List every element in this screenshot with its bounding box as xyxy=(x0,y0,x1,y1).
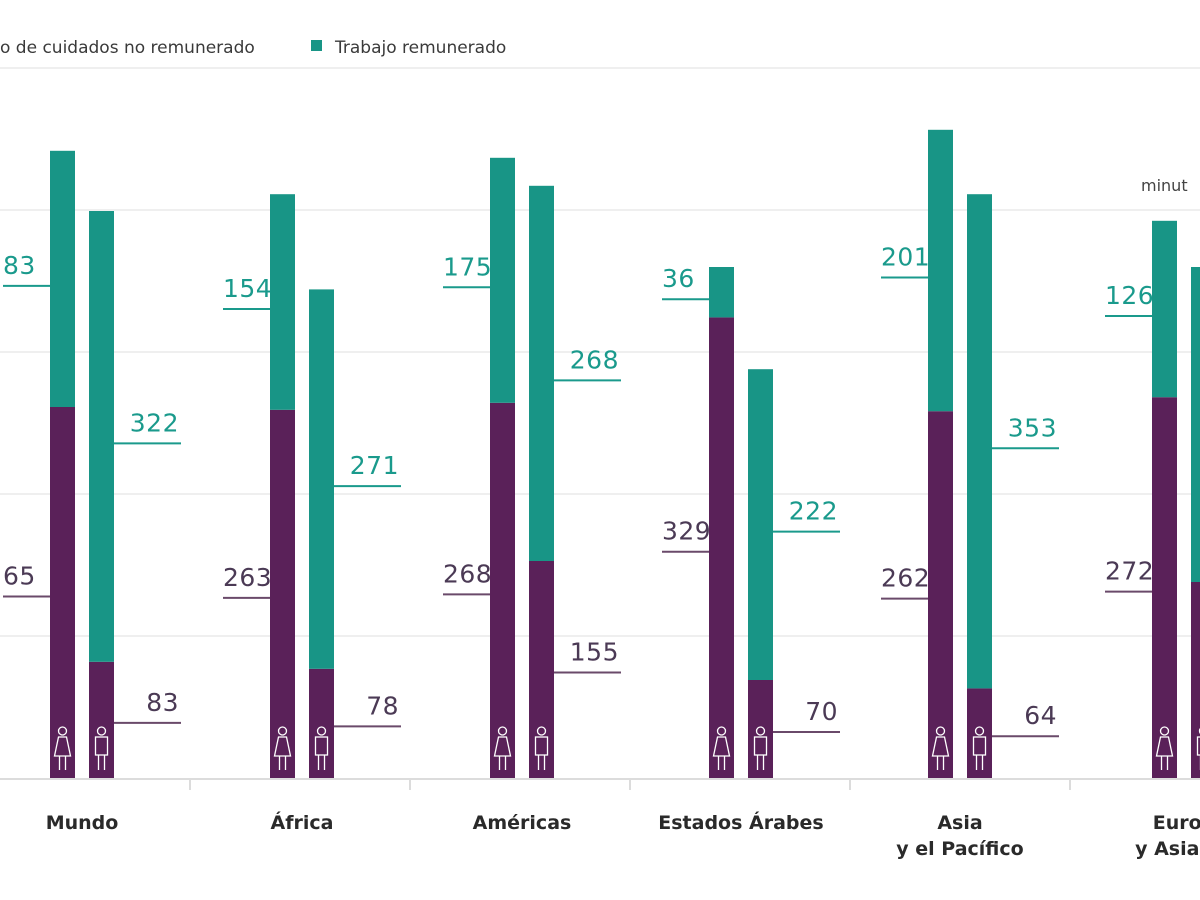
value-label-unpaid-men: 64 xyxy=(1024,701,1057,730)
bar-unpaid xyxy=(1152,397,1177,778)
bar-paid xyxy=(529,185,554,562)
bar-unpaid xyxy=(748,680,773,778)
value-label-paid-men: 322 xyxy=(130,408,179,437)
bar-paid xyxy=(967,194,992,689)
bars-layer xyxy=(50,129,1200,778)
bar-unpaid xyxy=(89,661,114,778)
value-label-paid-women: 175 xyxy=(443,252,492,281)
category-label: Mundo xyxy=(46,812,119,834)
category-label: y el Pacífico xyxy=(896,838,1023,860)
woman-icon xyxy=(712,726,731,770)
man-icon xyxy=(94,726,109,770)
category-label: África xyxy=(271,811,334,834)
value-label-unpaid-women: 272 xyxy=(1105,557,1154,586)
bar-unpaid xyxy=(529,561,554,778)
value-label-unpaid-men: 78 xyxy=(366,691,399,720)
value-label-paid-women: 36 xyxy=(662,264,695,293)
value-label-paid-men: 268 xyxy=(570,345,619,374)
value-label-unpaid-women: 263 xyxy=(223,563,272,592)
person-icons-layer xyxy=(53,726,1200,770)
legend-swatch-paid xyxy=(311,40,322,51)
woman-icon xyxy=(931,726,950,770)
man-icon xyxy=(314,726,329,770)
value-label-paid-men: 222 xyxy=(789,497,838,526)
value-label-unpaid-men: 70 xyxy=(805,697,838,726)
value-label-paid-women: 126 xyxy=(1105,281,1154,310)
category-label: y Asia Ce xyxy=(1135,838,1200,860)
bar-paid xyxy=(50,150,75,408)
man-icon xyxy=(972,726,987,770)
woman-icon xyxy=(53,726,72,770)
category-label: Asia xyxy=(937,812,982,834)
value-label-paid-women: 154 xyxy=(223,274,272,303)
gridlines xyxy=(0,67,1200,790)
legend-label-paid: Trabajo remunerado xyxy=(334,38,506,58)
value-label-unpaid-women: 329 xyxy=(662,517,711,546)
bar-unpaid xyxy=(490,402,515,778)
category-label: Estados Árabes xyxy=(658,811,823,834)
category-label: Américas xyxy=(473,812,572,834)
bar-paid xyxy=(748,369,773,680)
unit-label: minut xyxy=(1141,176,1188,195)
value-label-paid-women: 83 xyxy=(3,251,36,280)
bar-unpaid xyxy=(967,688,992,778)
value-label-unpaid-men: 155 xyxy=(570,638,619,667)
bar-paid xyxy=(270,194,295,410)
value-label-paid-women: 201 xyxy=(881,243,930,272)
bar-paid xyxy=(1191,267,1200,582)
bar-unpaid xyxy=(50,407,75,778)
category-labels-layer: Mundo África Américas Estados Árabes Asia y e… xyxy=(46,811,1200,860)
bar-paid xyxy=(89,211,114,662)
woman-icon xyxy=(1155,726,1174,770)
value-label-paid-men: 271 xyxy=(350,451,399,480)
category-label: Europ xyxy=(1153,812,1200,834)
bar-paid xyxy=(309,289,334,669)
man-icon xyxy=(753,726,768,770)
bar-paid xyxy=(928,129,953,412)
bar-paid xyxy=(490,157,515,403)
bar-unpaid xyxy=(1191,582,1200,778)
bar-unpaid xyxy=(309,668,334,778)
value-label-unpaid-women: 65 xyxy=(3,562,36,591)
value-labels-layer: 65 83 83 322 263 154 78 271 268 175 155 268 329 36 70 2… xyxy=(3,243,1154,738)
legend: o de cuidados no remunerado Trabajo remu… xyxy=(0,38,506,58)
value-label-unpaid-women: 262 xyxy=(881,564,930,593)
woman-icon xyxy=(273,726,292,770)
value-label-unpaid-women: 268 xyxy=(443,559,492,588)
bar-unpaid xyxy=(928,411,953,778)
woman-icon xyxy=(493,726,512,770)
bar-unpaid xyxy=(270,409,295,778)
man-icon xyxy=(534,726,549,770)
legend-label-unpaid: o de cuidados no remunerado xyxy=(0,38,255,58)
value-label-paid-men: 353 xyxy=(1008,413,1057,442)
bar-paid xyxy=(709,267,734,318)
bar-unpaid xyxy=(709,317,734,778)
value-label-unpaid-men: 83 xyxy=(146,688,179,717)
bar-paid xyxy=(1152,220,1177,398)
